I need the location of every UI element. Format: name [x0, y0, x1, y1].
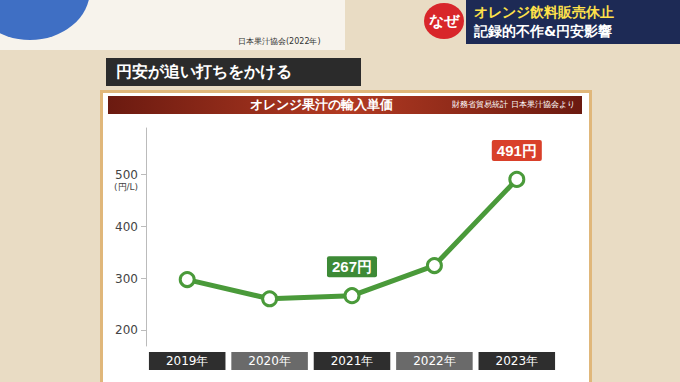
svg-text:2023年: 2023年 [496, 354, 539, 368]
html-text:記録的不作&円安影響: 記録的不作&円安影響 [474, 23, 613, 39]
svg-text:400: 400 [115, 220, 138, 234]
svg-text:2021年: 2021年 [331, 354, 374, 368]
html-text:オレンジ果汁の輸入単価: オレンジ果汁の輸入単価 [250, 97, 393, 112]
svg-text:200: 200 [115, 323, 138, 337]
svg-text:(円/L): (円/L) [114, 182, 138, 192]
svg-text:2022年: 2022年 [413, 354, 456, 368]
svg-text:500: 500 [115, 168, 138, 182]
svg-text:2020年: 2020年 [248, 354, 291, 368]
html-text:円安が追い打ちをかける: 円安が追い打ちをかける [116, 62, 292, 81]
svg-text:2019年: 2019年 [166, 354, 209, 368]
html-text:オレンジ飲料販売休止: オレンジ飲料販売休止 [474, 4, 614, 20]
html-text:なぜ: なぜ [429, 12, 459, 30]
html-text:日本果汁協会(2022年): 日本果汁協会(2022年) [238, 37, 321, 46]
svg-text:300: 300 [115, 272, 138, 286]
svg-text:267円: 267円 [332, 258, 372, 275]
svg-text:491円: 491円 [497, 142, 537, 159]
html-text:財務省貿易統計 日本果汁協会より: 財務省貿易統計 日本果汁協会より [452, 100, 575, 109]
